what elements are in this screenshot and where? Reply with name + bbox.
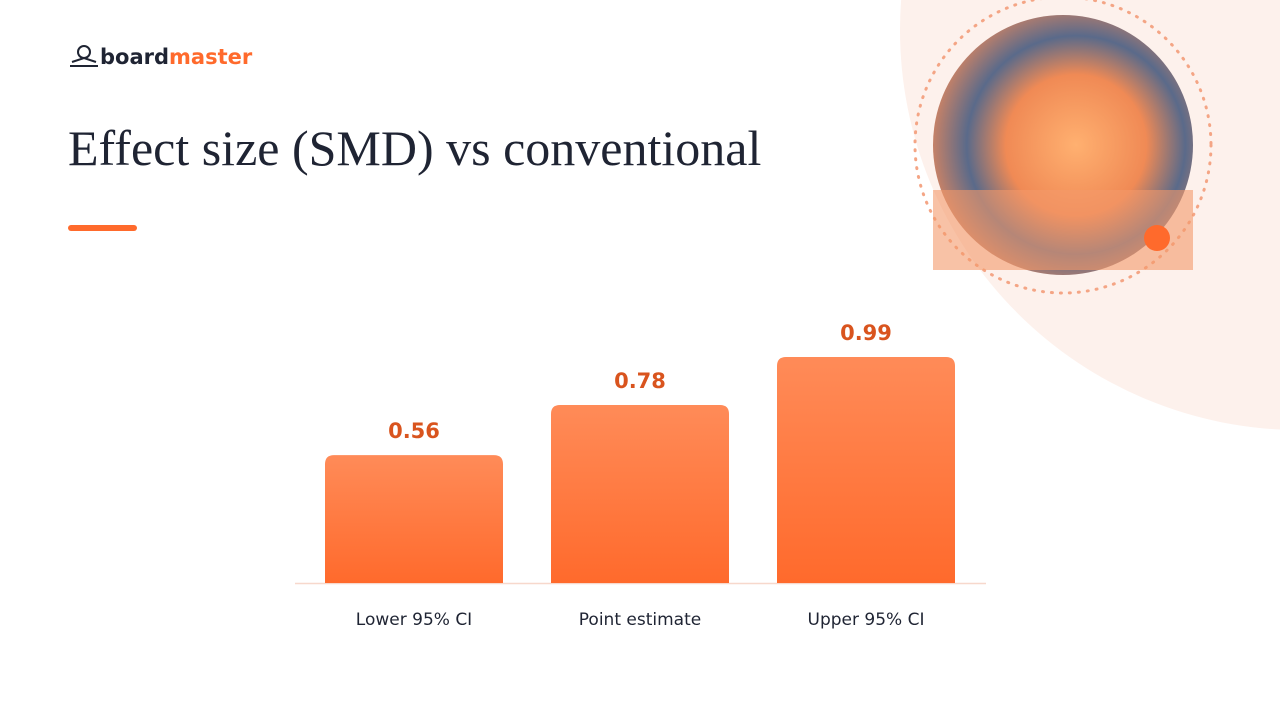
bar — [325, 455, 503, 583]
value-label: 0.56 — [388, 419, 440, 443]
x-tick-label: Point estimate — [579, 610, 701, 630]
title-underline — [68, 225, 137, 231]
x-tick-label: Upper 95% CI — [808, 610, 925, 630]
chart-title: Effect size (SMD) vs conventional — [68, 120, 761, 176]
accent-dot — [1144, 225, 1170, 251]
bar — [551, 404, 729, 583]
logo-part: master — [169, 45, 253, 69]
value-label: 0.78 — [614, 369, 666, 393]
logo-icon — [70, 45, 98, 67]
dotted-ring — [913, 0, 1213, 295]
value-label: 0.99 — [840, 321, 892, 345]
bar — [777, 357, 955, 583]
x-tick-label: Lower 95% CI — [356, 610, 472, 630]
decoration — [900, 0, 1280, 430]
logo-part: board — [100, 45, 169, 69]
logo: boardmaster — [70, 45, 253, 69]
logo-text: boardmaster — [100, 45, 253, 69]
